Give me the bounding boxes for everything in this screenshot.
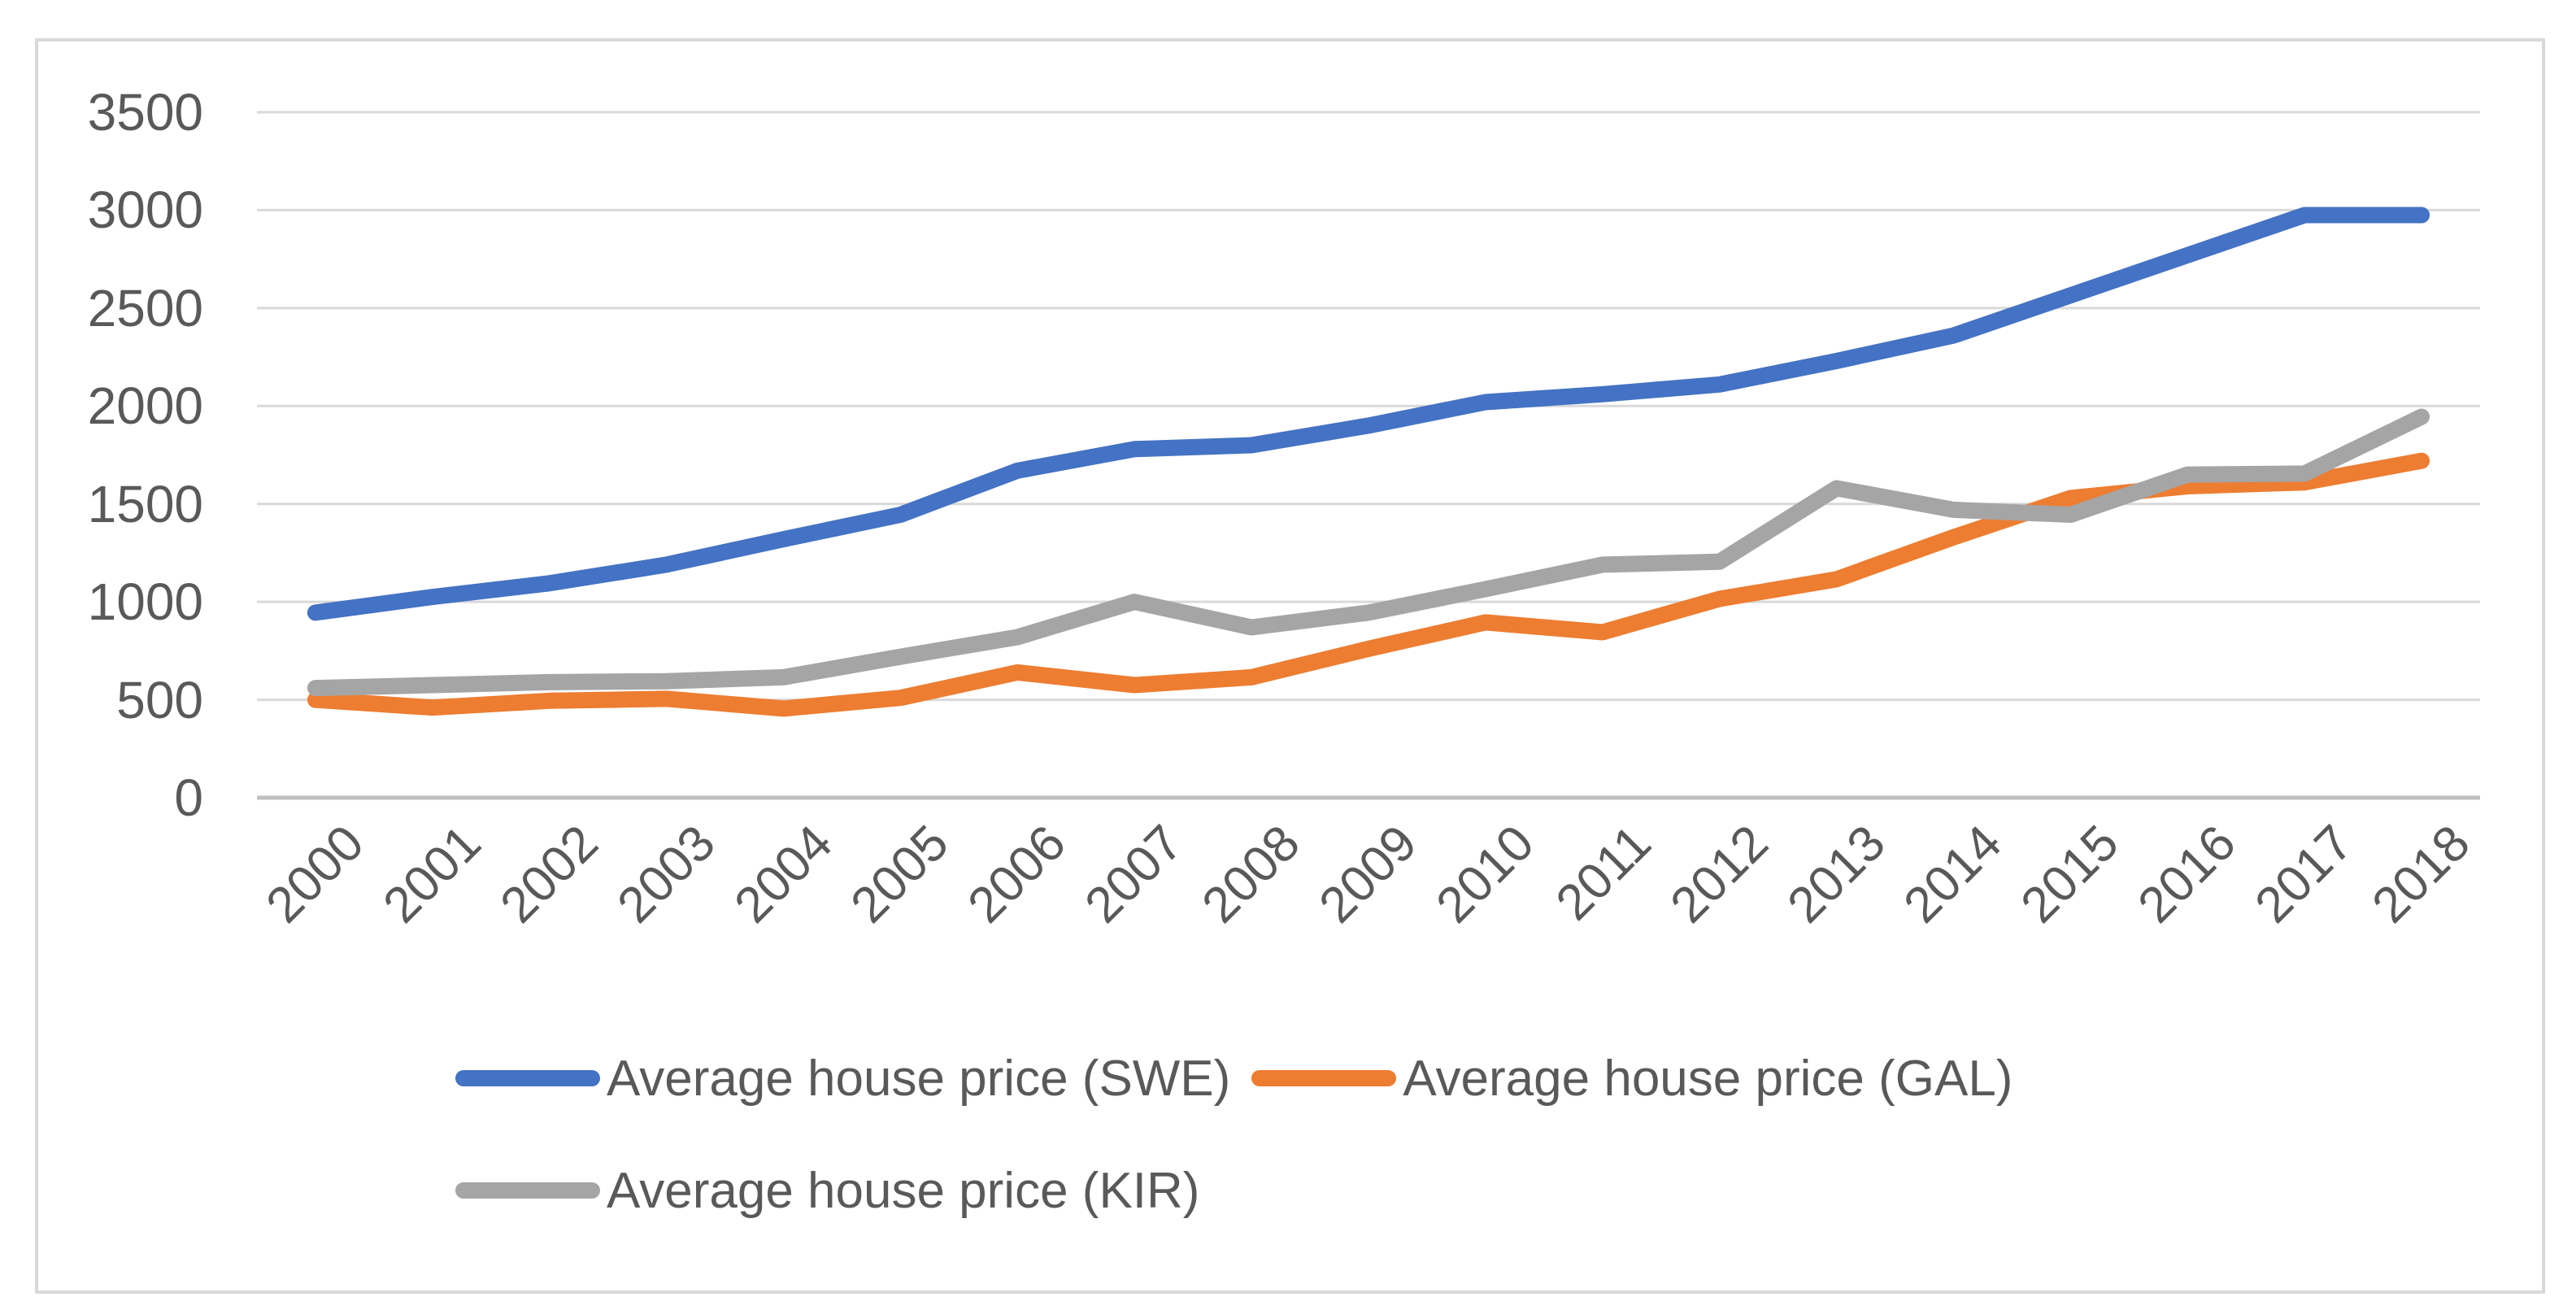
series-line-gal [307, 452, 2430, 717]
legend-label: Average house price (KIR) [607, 1162, 1200, 1219]
legend-item-kir: Average house price (KIR) [455, 1155, 1199, 1225]
y-axis-tick-label: 3500 [87, 83, 203, 141]
y-axis-tick-label: 3000 [87, 181, 203, 240]
series-line-swe [307, 207, 2430, 621]
legend-swatch-icon [455, 1182, 600, 1199]
y-axis-tick-label: 2500 [87, 278, 203, 337]
legend-swatch-icon [455, 1070, 600, 1086]
y-axis-tick-label: 1500 [87, 474, 203, 533]
legend-label: Average house price (GAL) [1403, 1050, 2013, 1107]
legend: Average house price (SWE) Average house p… [455, 1043, 2423, 1225]
series-line-kir [307, 408, 2430, 697]
legend-label: Average house price (SWE) [607, 1050, 1231, 1107]
y-axis-tick-label: 0 [174, 768, 203, 827]
legend-item-gal: Average house price (GAL) [1251, 1043, 2012, 1113]
y-axis-tick-label: 500 [116, 670, 203, 729]
y-axis-tick-label: 2000 [87, 376, 203, 436]
legend-swatch-icon [1251, 1070, 1397, 1086]
legend-item-swe: Average house price (SWE) [455, 1043, 1230, 1113]
y-axis-tick-label: 1000 [87, 572, 203, 632]
